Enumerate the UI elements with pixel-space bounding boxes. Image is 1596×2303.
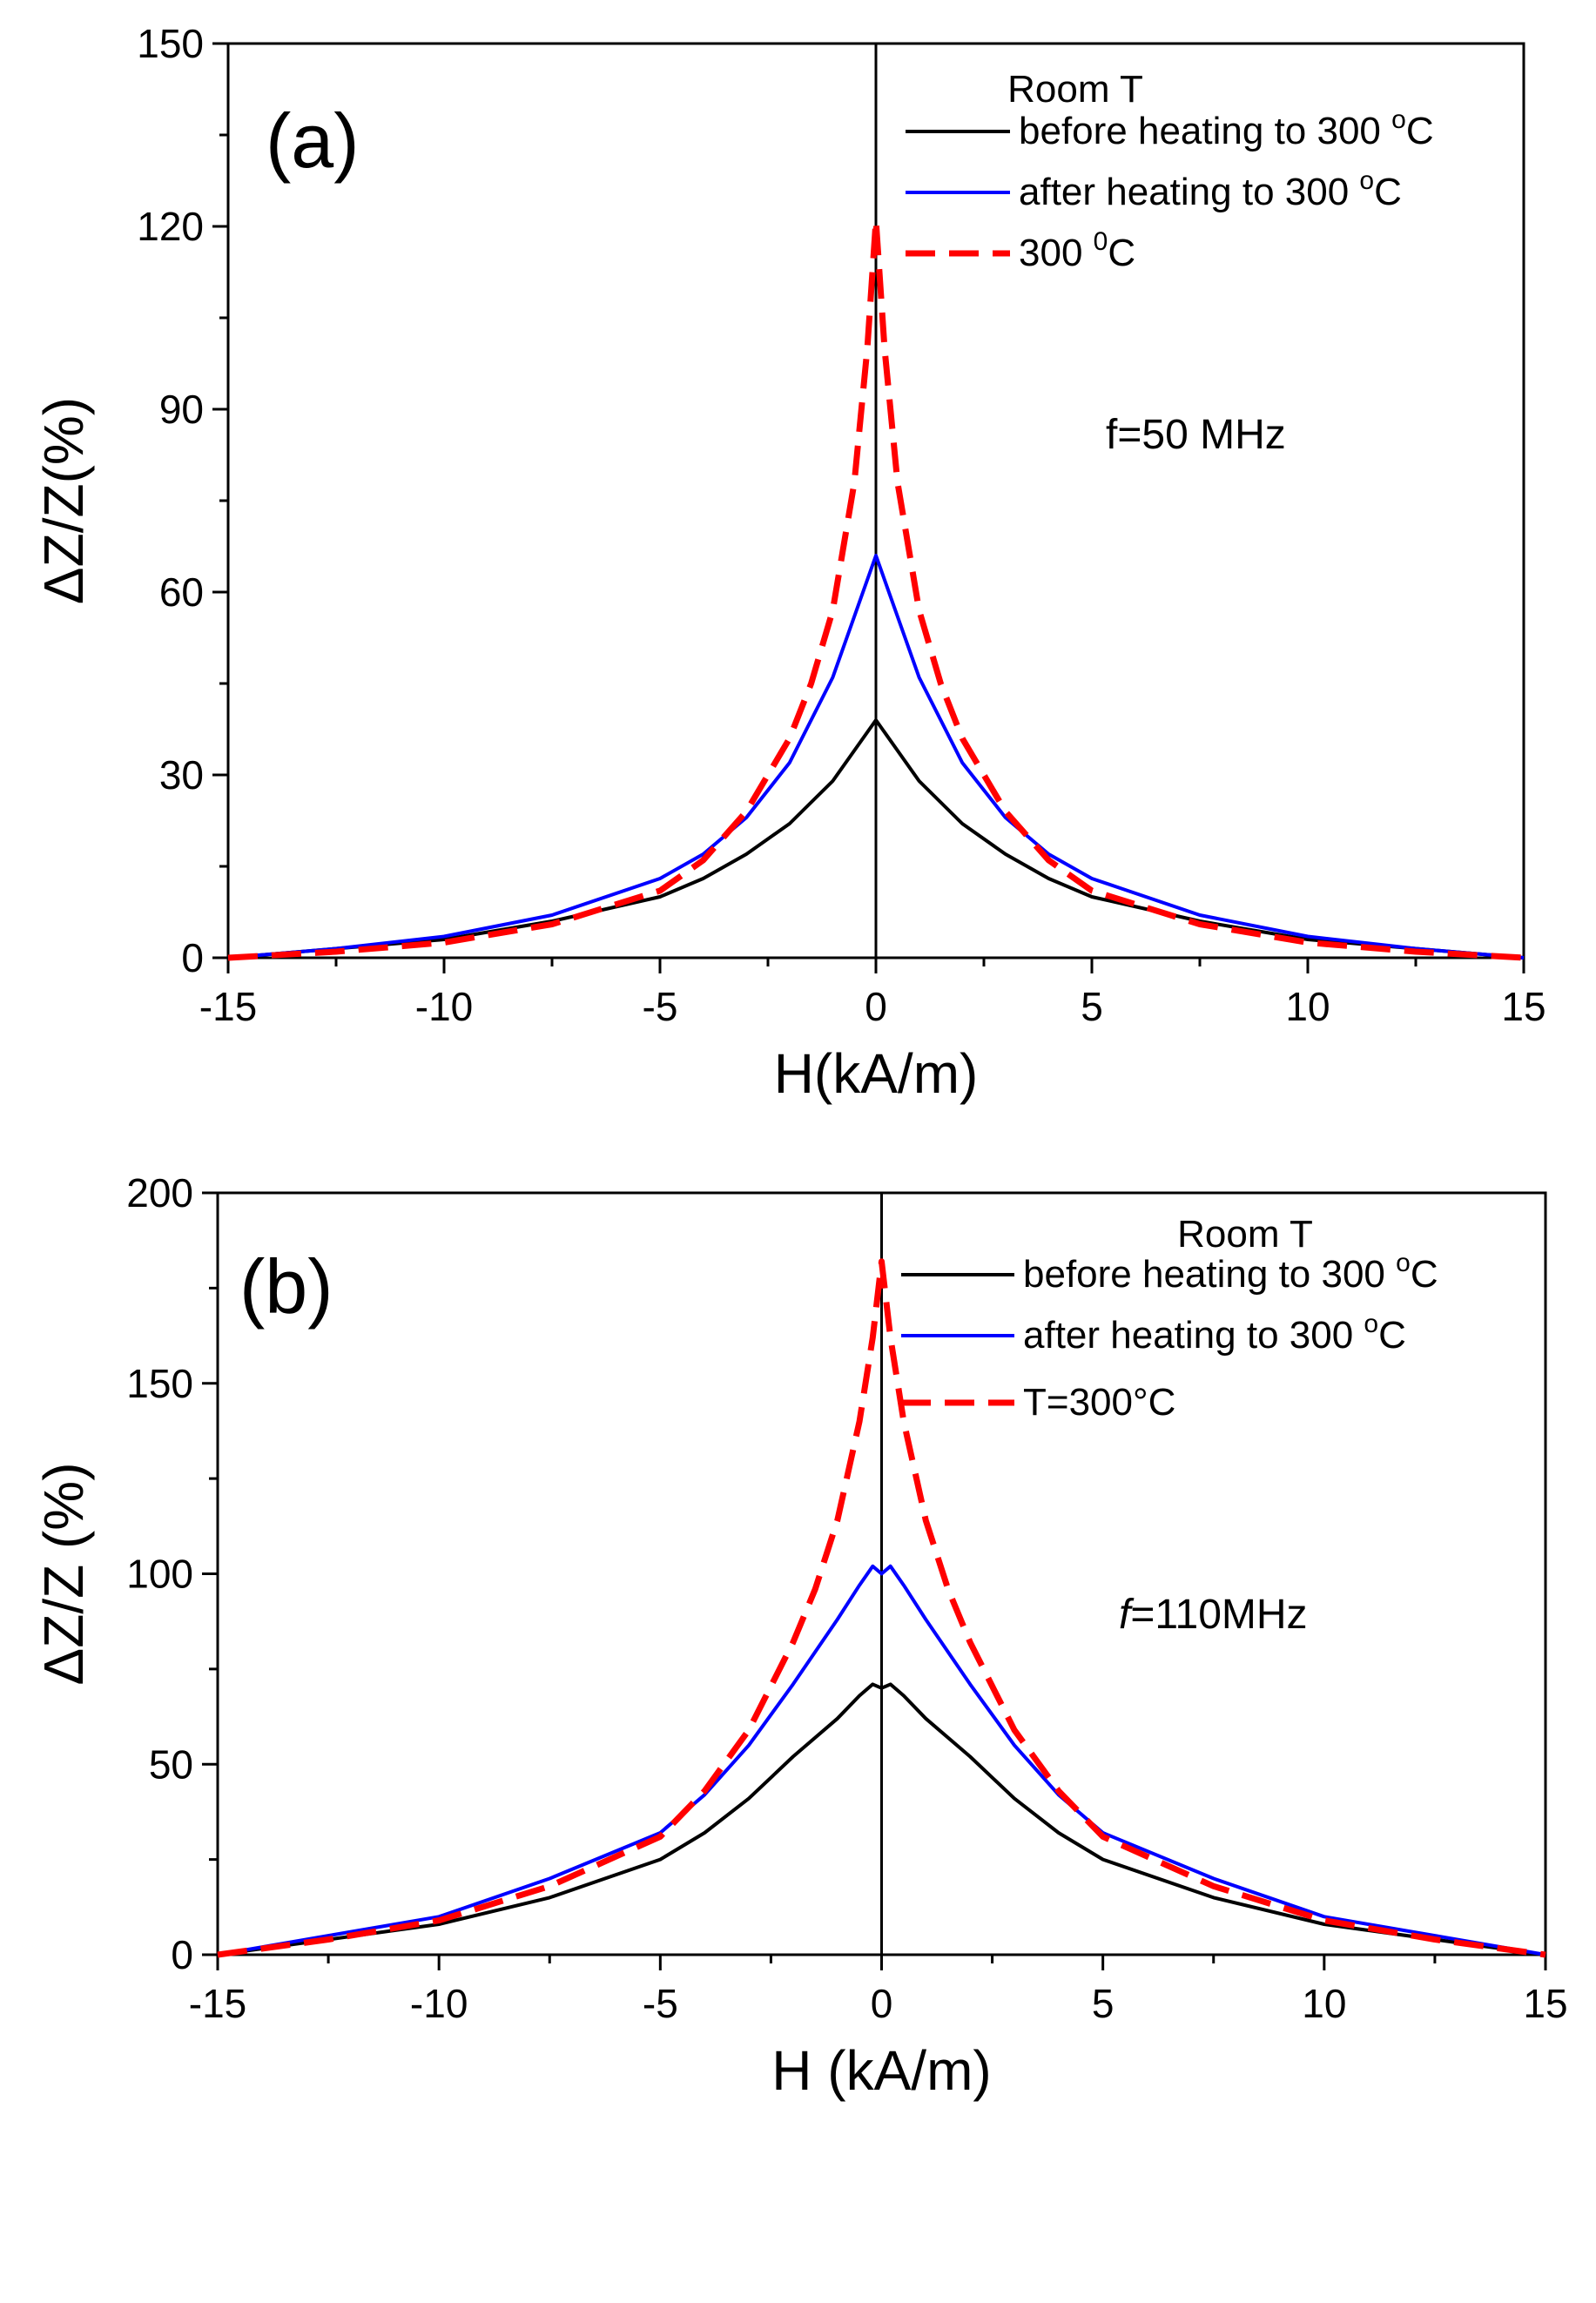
y-tick-label: 120 bbox=[137, 204, 204, 249]
legend-entry-3: T=300°C bbox=[1023, 1381, 1175, 1424]
x-tick-label: -10 bbox=[415, 984, 473, 1029]
x-tick-label: 5 bbox=[1081, 984, 1103, 1029]
legend-entry-tail: C bbox=[1378, 1314, 1406, 1357]
legend-entry-sup: o bbox=[1364, 1310, 1378, 1338]
y-tick-label: 150 bbox=[137, 21, 204, 66]
series-line-1 bbox=[217, 1682, 1546, 1956]
legend-entry-tail: C bbox=[1411, 1253, 1438, 1296]
legend-entry-main: before heating to 300 bbox=[1019, 110, 1391, 152]
x-tick-label: -5 bbox=[643, 1981, 678, 2026]
legend-entry-1: before heating to 300 oC bbox=[1023, 1249, 1438, 1296]
legend-entry-tail: C bbox=[1374, 171, 1402, 213]
panel-a: -15 -10 -5 0 5 10 150306090120150H(kA/m)ΔZ/Z(%… bbox=[32, 21, 1546, 1105]
y-tick-label: 150 bbox=[126, 1361, 193, 1406]
series-line-2 bbox=[227, 554, 1525, 960]
panel-label: (a) bbox=[266, 98, 360, 184]
legend-entry-sup: o bbox=[1359, 166, 1374, 195]
legend-entry-tail: C bbox=[1108, 232, 1135, 274]
y-axis-title: ΔZ/Z (%) bbox=[32, 1462, 95, 1685]
legend-entry-sup: 0 bbox=[1094, 227, 1108, 256]
y-axis-title: ΔZ/Z(%) bbox=[32, 397, 95, 604]
x-tick-label: -10 bbox=[410, 1981, 468, 2026]
x-tick-label: 10 bbox=[1302, 1981, 1346, 2026]
series-line-3 bbox=[227, 217, 1525, 961]
y-tick-label: 100 bbox=[126, 1552, 193, 1597]
y-tick-label: 50 bbox=[149, 1741, 193, 1787]
x-axis-title: H (kA/m) bbox=[771, 2039, 991, 2102]
x-tick-label: 15 bbox=[1523, 1981, 1567, 2026]
x-tick-label: -5 bbox=[643, 984, 678, 1029]
legend-entry-1: before heating to 300 oC bbox=[1019, 105, 1434, 152]
legend-title: Room T bbox=[1177, 1213, 1313, 1256]
legend-entry-tail: C bbox=[1406, 110, 1434, 152]
panel-label: (b) bbox=[239, 1243, 333, 1330]
y-tick-label: 200 bbox=[126, 1170, 193, 1215]
y-tick-label: 0 bbox=[171, 1932, 193, 1977]
series-line-2 bbox=[217, 1564, 1546, 1956]
x-tick-label: 5 bbox=[1092, 1981, 1115, 2026]
legend-entry-2: after heating to 300 oC bbox=[1023, 1310, 1406, 1357]
y-tick-label: 0 bbox=[181, 935, 204, 980]
annotation-rest: =110MHz bbox=[1130, 1592, 1307, 1638]
legend-entry-main: before heating to 300 bbox=[1023, 1253, 1396, 1296]
x-tick-label: 0 bbox=[871, 1981, 893, 2026]
frequency-annotation: f=110MHz bbox=[1119, 1592, 1308, 1638]
x-tick-label: -15 bbox=[199, 984, 257, 1029]
legend-title: Room T bbox=[1007, 68, 1143, 111]
legend-entry-sup: o bbox=[1396, 1249, 1411, 1277]
x-tick-label: 15 bbox=[1501, 984, 1545, 1029]
legend-entry-main: after heating to 300 bbox=[1023, 1314, 1364, 1357]
y-tick-label: 30 bbox=[159, 752, 204, 798]
frequency-annotation: f=50 MHz bbox=[1106, 412, 1286, 458]
series-line-3 bbox=[217, 1258, 1546, 1958]
legend-entry-main: after heating to 300 bbox=[1019, 171, 1359, 213]
y-tick-label: 60 bbox=[159, 569, 204, 615]
x-tick-label: -15 bbox=[189, 1981, 246, 2026]
legend-entry-main: 300 bbox=[1019, 232, 1094, 274]
x-tick-label: 10 bbox=[1285, 984, 1330, 1029]
legend-entry-2: after heating to 300 oC bbox=[1019, 166, 1402, 213]
y-tick-label: 90 bbox=[159, 387, 204, 432]
legend-entry-sup: o bbox=[1391, 105, 1406, 134]
x-tick-label: 0 bbox=[865, 984, 887, 1029]
x-axis-title: H(kA/m) bbox=[774, 1042, 979, 1105]
legend-entry-3: 300 0C bbox=[1019, 227, 1135, 274]
legend-entry-main: T=300°C bbox=[1023, 1381, 1175, 1424]
